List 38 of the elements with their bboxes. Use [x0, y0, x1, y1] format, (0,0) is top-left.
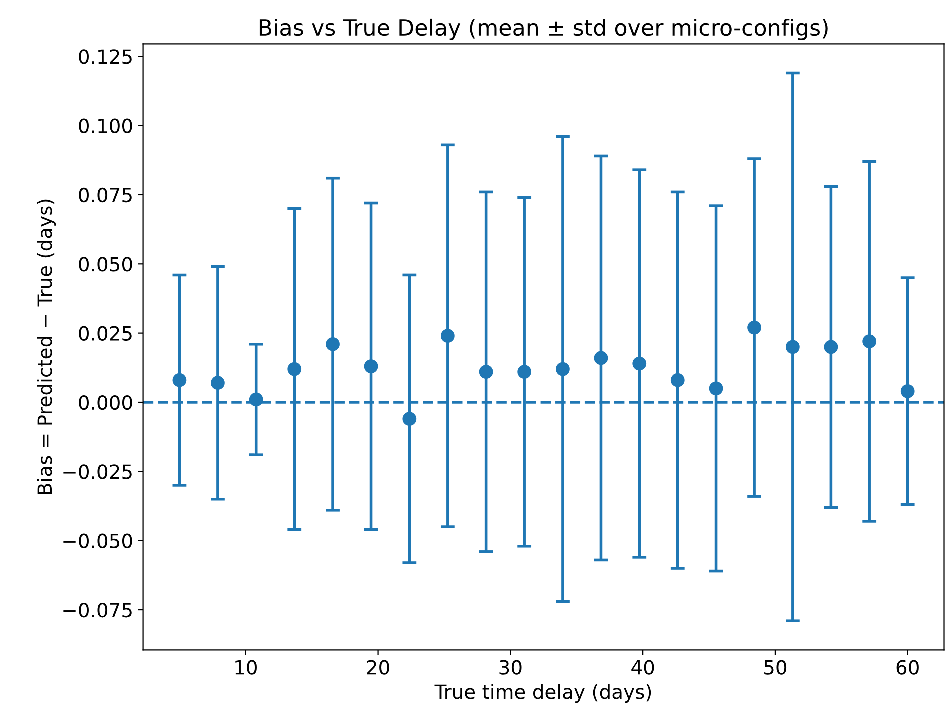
- x-tick-label: 10: [236, 660, 257, 675]
- y-tick-label: 0.000: [79, 395, 132, 410]
- point: [518, 365, 532, 380]
- point: [172, 373, 187, 388]
- y-tick-label: 0.125: [79, 50, 132, 64]
- x-tick-label: 50: [764, 660, 787, 675]
- point: [594, 351, 608, 366]
- x-axis-title: True time delay (days): [434, 684, 652, 704]
- point: [440, 329, 455, 344]
- x-tick-label: 20: [367, 660, 390, 675]
- point: [824, 340, 838, 354]
- y-tick-label: −0.050: [64, 534, 132, 549]
- point: [211, 376, 225, 390]
- point: [364, 360, 378, 374]
- chart-title: Bias vs True Delay (mean ± std over micro-configs): [260, 18, 828, 40]
- point: [556, 362, 570, 376]
- point: [900, 384, 915, 398]
- y-tick-label: −0.075: [64, 602, 132, 618]
- y-axis-title: Bias = Predicted − True (days): [37, 200, 56, 494]
- point: [402, 412, 417, 426]
- x-tick-label: 40: [632, 660, 654, 675]
- x-tick-label: 30: [500, 660, 522, 675]
- y-tick-label: 0.075: [79, 188, 132, 203]
- point: [862, 334, 877, 349]
- x-tick-label: 60: [896, 660, 919, 675]
- point: [709, 382, 724, 396]
- y-tick-label: 0.100: [79, 118, 132, 134]
- point: [748, 320, 762, 335]
- point: [632, 356, 647, 371]
- point: [326, 337, 340, 352]
- point: [479, 365, 494, 380]
- point: [288, 362, 302, 376]
- point: [249, 392, 264, 407]
- point: [670, 373, 685, 388]
- point: [786, 340, 800, 354]
- y-tick-label: −0.025: [64, 464, 132, 480]
- y-tick-label: 0.050: [79, 257, 132, 272]
- y-tick-label: 0.025: [79, 326, 132, 341]
